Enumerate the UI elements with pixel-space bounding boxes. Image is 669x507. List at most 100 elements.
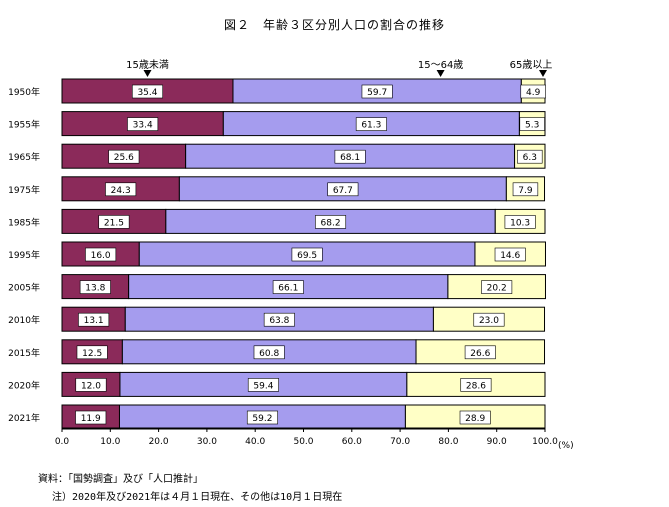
category-label: 1950年 — [8, 86, 40, 98]
data-label: 68.2 — [321, 218, 341, 228]
data-label: 23.0 — [479, 316, 499, 326]
category-label: 2021年 — [8, 412, 40, 424]
x-tick-label: 90.0 — [487, 437, 507, 447]
data-label: 59.7 — [367, 88, 387, 98]
data-label: 63.8 — [269, 316, 289, 326]
data-label-box — [105, 182, 137, 197]
category-label: 2020年 — [8, 379, 40, 391]
data-label-box — [272, 280, 304, 294]
x-tick-label: 30.0 — [197, 437, 217, 447]
x-tick-label: 0.0 — [55, 437, 70, 447]
x-tick-label: 70.0 — [390, 437, 410, 447]
data-label: 24.3 — [111, 186, 131, 196]
x-tick-label: 20.0 — [149, 437, 169, 447]
data-label: 21.5 — [104, 218, 124, 228]
data-label: 16.0 — [91, 251, 111, 261]
data-label: 12.0 — [81, 381, 101, 391]
data-label-box — [315, 215, 347, 229]
data-label-box — [79, 280, 111, 294]
chart-title: 図２ 年齢３区分別人口の割合の推移 — [223, 18, 445, 32]
data-label-box — [519, 117, 545, 131]
data-label: 66.1 — [278, 284, 298, 294]
category-label: 1955年 — [8, 119, 40, 131]
data-label-box — [98, 215, 130, 229]
data-label: 60.8 — [259, 349, 279, 359]
source-note: 資料：「国勢調査」及び「人口推計」 — [38, 474, 203, 485]
data-label: 68.1 — [340, 153, 360, 163]
x-tick-label: 50.0 — [293, 437, 313, 447]
data-label: 10.3 — [510, 218, 530, 228]
data-label-box — [327, 182, 359, 197]
data-label-box — [481, 280, 513, 294]
data-label-box — [517, 149, 543, 164]
data-label-box — [131, 84, 163, 99]
data-label: 61.3 — [361, 121, 381, 131]
data-label-box — [253, 345, 285, 360]
data-label: 35.4 — [137, 88, 157, 98]
data-label: 5.3 — [525, 121, 539, 131]
data-label: 28.6 — [466, 381, 486, 391]
data-label: 4.9 — [526, 88, 541, 98]
x-tick-label: 10.0 — [100, 437, 120, 447]
data-label: 11.9 — [81, 414, 101, 424]
data-label: 12.5 — [82, 349, 102, 359]
legend-arrow-2 — [539, 70, 547, 77]
data-label-box — [361, 84, 393, 99]
data-label-box — [459, 410, 491, 425]
data-label: 26.6 — [470, 349, 490, 359]
data-label-box — [75, 378, 107, 392]
data-label: 25.6 — [114, 153, 134, 163]
x-tick-label: 60.0 — [342, 437, 362, 447]
data-label: 33.4 — [133, 121, 153, 131]
category-label: 1995年 — [8, 249, 40, 261]
data-label-box — [78, 312, 110, 327]
data-label: 14.6 — [500, 251, 520, 261]
footnote: 注）2020年及び2021年は４月１日現在、その他は10月１日現在 — [52, 492, 343, 503]
data-label-box — [291, 247, 323, 262]
x-unit-label: (%) — [558, 441, 574, 451]
data-label-box — [460, 378, 492, 392]
data-label: 7.9 — [518, 186, 533, 196]
data-label: 59.2 — [252, 414, 272, 424]
category-label: 1985年 — [8, 216, 40, 228]
data-label-box — [127, 117, 159, 131]
legend-label-0: 15歳未満 — [126, 59, 169, 71]
data-label-box — [263, 312, 295, 327]
data-label-box — [246, 410, 278, 425]
category-label: 2010年 — [8, 314, 40, 326]
data-label-box — [520, 84, 546, 99]
data-label-box — [75, 410, 107, 425]
data-label: 28.9 — [465, 414, 485, 424]
data-label: 13.8 — [85, 284, 105, 294]
x-tick-label: 40.0 — [245, 437, 265, 447]
data-label-box — [76, 345, 108, 360]
legend-arrow-1 — [436, 70, 445, 77]
legend-label-2: 65歳以上 — [510, 59, 553, 71]
data-label-box — [247, 378, 279, 392]
legend-label-1: 15～64歳 — [418, 59, 463, 71]
data-label-box — [512, 182, 539, 197]
data-label: 59.4 — [253, 381, 273, 391]
data-label-box — [85, 247, 117, 262]
data-label: 13.1 — [84, 316, 104, 326]
category-label: 1965年 — [8, 151, 40, 163]
legend-arrow-0 — [143, 70, 152, 77]
category-label: 2005年 — [8, 282, 40, 294]
data-label-box — [108, 149, 140, 164]
data-label-box — [494, 247, 526, 262]
bar-segment — [121, 339, 417, 365]
data-label: 67.7 — [333, 186, 353, 196]
data-label-box — [355, 117, 387, 131]
x-tick-label: 100.0 — [532, 437, 558, 447]
category-label: 2015年 — [8, 347, 40, 359]
data-label-box — [334, 149, 366, 164]
x-tick-label: 80.0 — [438, 437, 458, 447]
data-label-box — [504, 215, 536, 229]
category-label: 1975年 — [8, 184, 40, 196]
data-label: 20.2 — [487, 284, 507, 294]
data-label: 6.3 — [523, 153, 537, 163]
data-label: 69.5 — [297, 251, 317, 261]
data-label-box — [473, 312, 505, 327]
data-label-box — [464, 345, 496, 360]
